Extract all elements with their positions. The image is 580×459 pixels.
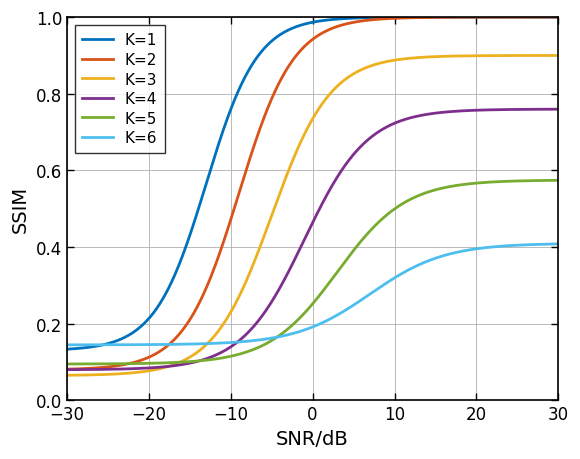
K=5 [63, 361, 70, 367]
Line: K=4: K=4 [67, 110, 559, 370]
K=1 [450, 15, 457, 21]
K=2 [63, 367, 70, 372]
K=3 [289, 158, 296, 163]
Line: K=2: K=2 [67, 18, 559, 369]
Line: K=5: K=5 [67, 181, 559, 364]
K=4 [289, 261, 296, 266]
K=3 [555, 54, 562, 59]
K=6 [63, 342, 70, 348]
K=6 [541, 242, 548, 247]
X-axis label: SNR/dB: SNR/dB [276, 429, 349, 448]
K=4 [302, 234, 309, 240]
K=4 [541, 107, 548, 113]
K=6 [89, 342, 96, 348]
K=2 [289, 58, 296, 64]
K=2 [450, 16, 457, 21]
K=6 [450, 251, 457, 256]
K=4 [555, 107, 562, 113]
K=5 [541, 179, 548, 184]
K=1 [541, 15, 548, 21]
K=3 [63, 373, 70, 378]
K=5 [450, 184, 457, 189]
K=1 [541, 15, 548, 21]
K=4 [63, 367, 70, 373]
K=2 [555, 15, 562, 21]
Line: K=1: K=1 [67, 18, 559, 349]
Legend: K=1, K=2, K=3, K=4, K=5, K=6: K=1, K=2, K=3, K=4, K=5, K=6 [75, 26, 165, 154]
K=6 [302, 327, 309, 332]
K=5 [555, 178, 562, 184]
K=6 [289, 331, 296, 336]
K=1 [89, 344, 96, 350]
K=3 [302, 129, 309, 135]
Line: K=6: K=6 [67, 244, 559, 345]
K=3 [89, 372, 96, 378]
K=4 [541, 107, 548, 113]
K=3 [541, 54, 548, 59]
K=2 [302, 43, 309, 49]
K=5 [541, 178, 548, 184]
K=1 [289, 26, 296, 32]
K=1 [302, 22, 309, 28]
K=5 [302, 309, 309, 314]
K=2 [541, 15, 548, 21]
K=1 [555, 15, 562, 21]
K=2 [541, 15, 548, 21]
K=3 [541, 54, 548, 59]
K=3 [450, 54, 457, 60]
K=5 [89, 361, 96, 367]
K=4 [89, 367, 96, 372]
K=6 [555, 241, 562, 247]
Y-axis label: SSIM: SSIM [11, 186, 30, 233]
K=5 [289, 322, 296, 328]
Line: K=3: K=3 [67, 56, 559, 375]
K=1 [63, 347, 70, 352]
K=6 [541, 242, 548, 247]
K=4 [450, 109, 457, 115]
K=2 [89, 366, 96, 371]
